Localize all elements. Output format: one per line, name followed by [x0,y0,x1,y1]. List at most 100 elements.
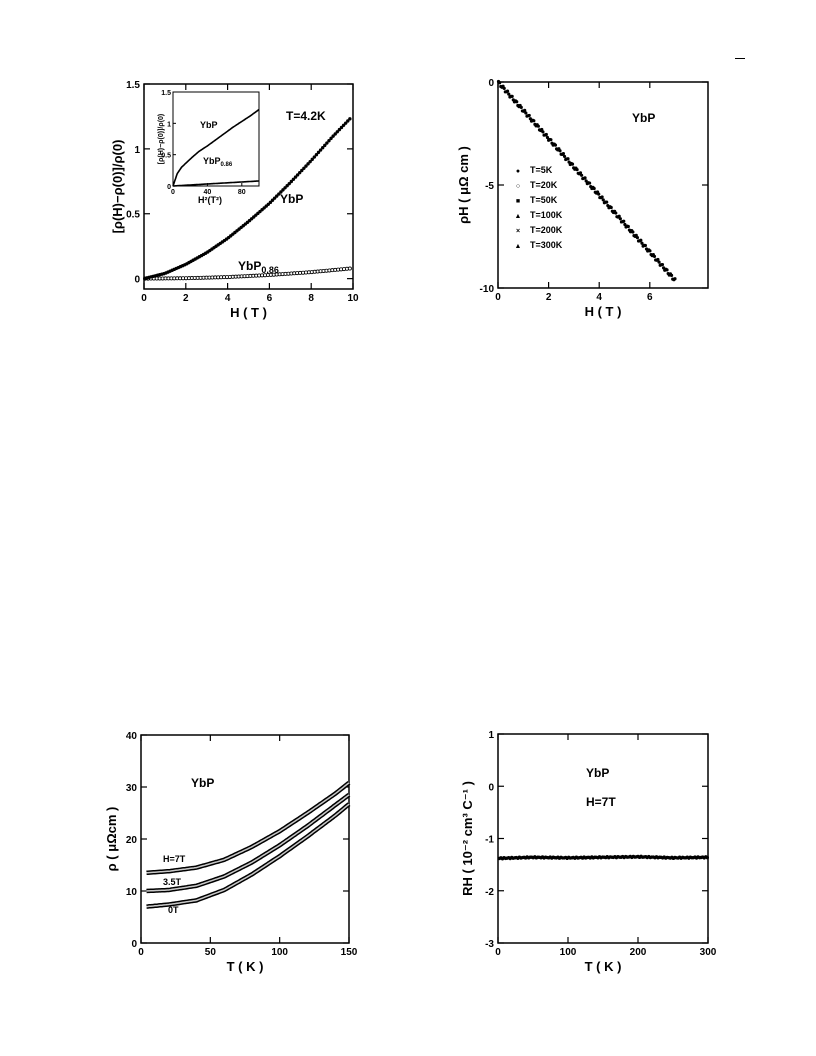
data-point-ybp [291,177,296,181]
inset-frame [172,91,260,187]
inset-x-tick-label: 40 [204,189,212,196]
data-point-ybp [277,192,281,196]
legend-marker: × [516,228,520,235]
data-point [587,181,592,185]
data-point [584,179,588,183]
series-label: 0T [168,905,179,915]
x-tick-label: 0 [141,293,147,304]
y-tick-label: 20 [126,835,138,846]
y-tick-label: 0 [131,939,137,950]
data-point [600,195,604,199]
x-tick-label: 100 [560,947,577,958]
data-point-ybp [308,159,312,164]
data-point [669,273,674,278]
data-point [524,111,528,115]
data-point-ybp [323,143,327,148]
data-point [623,222,627,227]
y-axis-label: ρ ( μΩcm ) [104,807,119,872]
inset-y-tick-label: 1.5 [161,90,171,97]
y-tick-label: 0 [488,782,494,793]
data-point [597,192,601,196]
data-point-ybp [329,136,333,141]
data-point [640,241,644,245]
data-point-ybp [312,155,317,159]
series-label: 3.5T [163,877,182,887]
data-point-ybp [279,190,283,194]
x-tick-label: 2 [546,292,552,303]
data-point-ybp [298,170,302,175]
y-tick-label: 30 [126,783,138,794]
data-point [507,92,511,96]
data-point [626,224,630,229]
data-point [580,173,584,177]
label-temperature: T=4.2K [286,109,326,123]
data-point [578,171,583,175]
x-tick-label: 0 [138,947,144,958]
data-point [673,277,677,281]
y-tick-label: 0.5 [126,210,140,221]
legend-label: T=50K [530,195,558,205]
label-ybp086-base: YbP [238,259,261,273]
label-ybp086-sub: 0.86 [261,265,279,275]
y-tick-label: 0 [488,78,494,89]
data-point-ybp [325,141,329,145]
data-point [660,262,665,267]
data-point-ybp [341,123,346,128]
x-tick-label: 8 [308,293,314,304]
inset-label-ybp086-base: YbP [203,156,221,166]
data-point [622,219,626,223]
y-tick-label: 0 [134,275,140,286]
data-point-ybp [335,130,340,134]
data-point [561,152,566,156]
inset-x-tick-label: 80 [238,189,246,196]
x-tick-label: 10 [347,293,359,304]
legend-label: T=100K [530,210,563,220]
data-point-ybp [275,194,279,198]
curve-inner [146,794,350,892]
data-point [705,855,709,860]
x-tick-label: 0 [495,292,501,303]
inset-curve-ybp086 [172,180,259,187]
x-tick-label: 6 [647,292,653,303]
data-point [631,230,635,234]
y-tick-label: 40 [126,731,138,742]
data-point [592,186,596,191]
legend-label: T=200K [530,225,563,235]
rh-chart-title: YbP [586,766,609,780]
data-point [643,243,647,248]
y-tick-label: 10 [126,887,138,898]
x-tick-label: 6 [267,293,273,304]
data-point [639,238,643,242]
data-point-ybp [331,134,335,138]
y-tick-label: 1 [134,145,140,156]
data-point-ybp [300,168,304,173]
data-point-ybp [289,179,294,184]
curve-inner [146,782,350,874]
data-point [652,254,657,259]
data-point [532,119,536,123]
data-point-ybp [310,157,314,162]
data-point [527,113,531,118]
inset-label-ybp086: YbP0.86 [203,156,233,168]
y-tick-label: -10 [480,284,495,295]
data-point [502,86,506,90]
inset-x-tick-label: 0 [171,189,175,196]
data-point [544,132,548,137]
data-point-ybp [304,164,308,168]
data-point [614,211,618,215]
inset-label-ybp: YbP [200,120,218,130]
data-point-ybp [285,184,289,188]
legend-marker: ▲ [515,213,522,220]
data-point-ybp [343,121,348,125]
legend-marker: ● [516,168,520,175]
data-point [510,94,514,98]
inset-y-tick-label: 0.5 [161,153,171,160]
series-label: H=7T [163,854,186,864]
x-tick-label: 100 [271,947,288,958]
data-point [601,198,605,202]
y-axis-label: ρH ( μΩ cm ) [456,146,471,224]
x-tick-label: 4 [225,293,231,304]
